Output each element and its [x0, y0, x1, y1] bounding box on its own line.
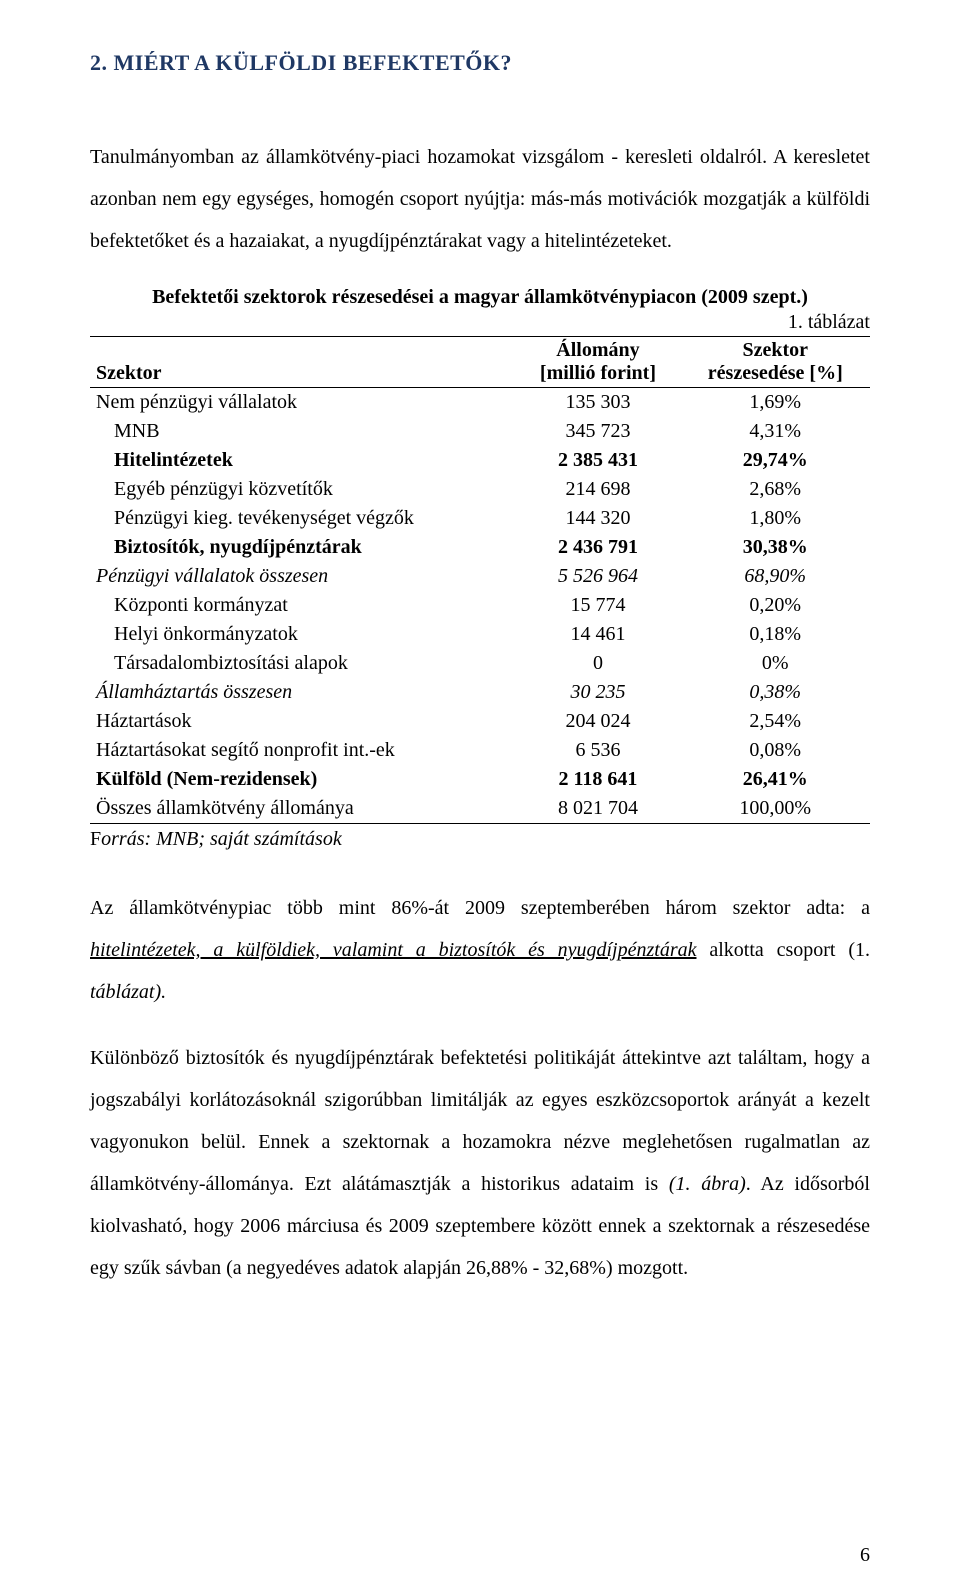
paragraph-summary: Az államkötvénypiac több mint 86%-át 200… — [90, 887, 870, 1013]
table-row: Hitelintézetek2 385 43129,74% — [90, 446, 870, 475]
table-row: Pénzügyi kieg. tevékenységet végzők144 3… — [90, 504, 870, 533]
source-rest: orrás: MNB; saját számítások — [101, 828, 342, 850]
table-source: Forrás: MNB; saját számítások — [90, 828, 870, 851]
cell-label: Központi kormányzat — [90, 591, 515, 620]
col-sector: Szektor — [90, 337, 515, 388]
cell-label: Biztosítók, nyugdíjpénztárak — [90, 533, 515, 562]
col-share: Szektor részesedése [%] — [681, 337, 870, 388]
cell-label: Nem pénzügyi vállalatok — [90, 388, 515, 418]
cell-label: Pénzügyi kieg. tevékenységet végzők — [90, 504, 515, 533]
table-row: Társadalombiztosítási alapok00% — [90, 649, 870, 678]
cell-share: 2,68% — [681, 475, 870, 504]
cell-share: 0,18% — [681, 620, 870, 649]
section-heading: 2. MIÉRT A KÜLFÖLDI BEFEKTETŐK? — [90, 50, 870, 76]
cell-amount: 135 303 — [515, 388, 680, 418]
table-row: Háztartásokat segítő nonprofit int.-ek6 … — [90, 736, 870, 765]
col-share-l1: Szektor — [742, 339, 808, 361]
cell-share: 1,80% — [681, 504, 870, 533]
cell-amount: 8 021 704 — [515, 794, 680, 824]
cell-label: Összes államkötvény állománya — [90, 794, 515, 824]
cell-share: 30,38% — [681, 533, 870, 562]
p2-underline: hitelintézetek, a külföldiek, valamint a… — [90, 939, 696, 961]
cell-amount: 0 — [515, 649, 680, 678]
paragraph-insurers: Különböző biztosítók és nyugdíjpénztárak… — [90, 1037, 870, 1289]
p2-tail: táblázat). — [90, 981, 166, 1003]
cell-share: 2,54% — [681, 707, 870, 736]
cell-amount: 6 536 — [515, 736, 680, 765]
cell-label: Államháztartás összesen — [90, 678, 515, 707]
table-row: Államháztartás összesen30 2350,38% — [90, 678, 870, 707]
cell-amount: 2 385 431 — [515, 446, 680, 475]
p3-it: (1. ábra) — [669, 1173, 746, 1195]
cell-label: Háztartásokat segítő nonprofit int.-ek — [90, 736, 515, 765]
cell-share: 68,90% — [681, 562, 870, 591]
source-F: F — [90, 828, 101, 850]
table-caption: 1. táblázat — [90, 311, 870, 334]
col-share-l2: részesedése [%] — [708, 362, 843, 384]
table-row: Külföld (Nem-rezidensek)2 118 64126,41% — [90, 765, 870, 794]
table-row: Nem pénzügyi vállalatok135 3031,69% — [90, 388, 870, 418]
sector-share-table: Szektor Állomány [millió forint] Szektor… — [90, 336, 870, 824]
col-amount-l1: Állomány — [556, 339, 639, 361]
cell-share: 0% — [681, 649, 870, 678]
table-row: Összes államkötvény állománya8 021 70410… — [90, 794, 870, 824]
table-body: Nem pénzügyi vállalatok135 3031,69%MNB34… — [90, 388, 870, 824]
cell-label: Pénzügyi vállalatok összesen — [90, 562, 515, 591]
cell-amount: 2 436 791 — [515, 533, 680, 562]
cell-amount: 214 698 — [515, 475, 680, 504]
cell-amount: 2 118 641 — [515, 765, 680, 794]
cell-amount: 15 774 — [515, 591, 680, 620]
cell-amount: 5 526 964 — [515, 562, 680, 591]
table-row: Egyéb pénzügyi közvetítők214 6982,68% — [90, 475, 870, 504]
cell-label: Egyéb pénzügyi közvetítők — [90, 475, 515, 504]
cell-label: MNB — [90, 417, 515, 446]
paragraph-intro: Tanulmányomban az államkötvény-piaci hoz… — [90, 136, 870, 262]
cell-amount: 204 024 — [515, 707, 680, 736]
table-row: Háztartások204 0242,54% — [90, 707, 870, 736]
cell-label: Külföld (Nem-rezidensek) — [90, 765, 515, 794]
table-row: Biztosítók, nyugdíjpénztárak2 436 79130,… — [90, 533, 870, 562]
cell-share: 4,31% — [681, 417, 870, 446]
cell-label: Társadalombiztosítási alapok — [90, 649, 515, 678]
table-row: Pénzügyi vállalatok összesen5 526 96468,… — [90, 562, 870, 591]
page: 2. MIÉRT A KÜLFÖLDI BEFEKTETŐK? Tanulmán… — [0, 0, 960, 1591]
cell-label: Hitelintézetek — [90, 446, 515, 475]
cell-label: Helyi önkormányzatok — [90, 620, 515, 649]
cell-amount: 345 723 — [515, 417, 680, 446]
cell-share: 100,00% — [681, 794, 870, 824]
p2-pre: Az államkötvénypiac több mint 86%-át 200… — [90, 897, 870, 919]
cell-amount: 14 461 — [515, 620, 680, 649]
col-sector-label: Szektor — [96, 362, 162, 384]
table-row: Központi kormányzat15 7740,20% — [90, 591, 870, 620]
cell-share: 26,41% — [681, 765, 870, 794]
cell-share: 0,20% — [681, 591, 870, 620]
cell-share: 29,74% — [681, 446, 870, 475]
cell-label: Háztartások — [90, 707, 515, 736]
table-row: MNB345 7234,31% — [90, 417, 870, 446]
cell-amount: 144 320 — [515, 504, 680, 533]
col-amount: Állomány [millió forint] — [515, 337, 680, 388]
cell-share: 1,69% — [681, 388, 870, 418]
cell-share: 0,08% — [681, 736, 870, 765]
col-amount-l2: [millió forint] — [540, 362, 656, 384]
cell-amount: 30 235 — [515, 678, 680, 707]
p2-post: alkotta csoport (1. — [696, 939, 870, 961]
cell-share: 0,38% — [681, 678, 870, 707]
table-header-row: Szektor Állomány [millió forint] Szektor… — [90, 337, 870, 388]
table-row: Helyi önkormányzatok14 4610,18% — [90, 620, 870, 649]
table-title: Befektetői szektorok részesedései a magy… — [90, 286, 870, 309]
page-number: 6 — [860, 1544, 870, 1567]
